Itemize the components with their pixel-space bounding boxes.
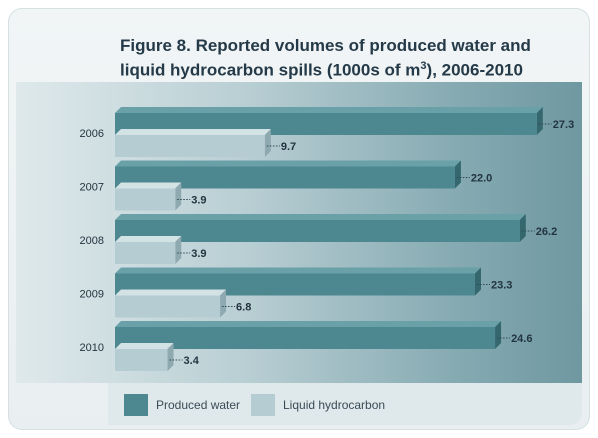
title-line-2-prefix: liquid hydrocarbon spills (1000s of m	[120, 60, 421, 80]
bar-liquid-hydrocarbon-2009	[115, 295, 221, 318]
bar-side-produced-water-2008	[519, 214, 526, 242]
bar-side-liquid-hydrocarbon-2006	[264, 129, 271, 157]
bar-side-liquid-hydrocarbon-2007	[175, 182, 182, 211]
bar-top-produced-water-2006	[115, 107, 543, 113]
title-line-2: liquid hydrocarbon spills (1000s of m3),…	[120, 56, 570, 81]
bar-liquid-hydrocarbon-2007	[115, 188, 176, 211]
bar-top-produced-water-2010	[115, 321, 502, 327]
bar-top-liquid-hydrocarbon-2009	[115, 289, 227, 296]
bar-produced-water-2008	[115, 220, 520, 242]
data-label-produced-water-2006: 27.3	[553, 119, 574, 131]
legend-swatch-produced-water	[124, 394, 148, 416]
data-label-liquid-hydrocarbon-2007: 3.9	[191, 195, 206, 207]
bar-liquid-hydrocarbon-2006	[115, 135, 265, 157]
title-line-2-suffix: ), 2006-2010	[426, 60, 523, 80]
data-label-liquid-hydrocarbon-2010: 3.4	[184, 355, 200, 367]
bar-produced-water-2007	[115, 166, 455, 189]
bar-side-liquid-hydrocarbon-2009	[220, 289, 227, 318]
title-line-1: Figure 8. Reported volumes of produced w…	[120, 36, 531, 55]
bar-top-produced-water-2007	[115, 160, 461, 167]
data-label-produced-water-2008: 26.2	[536, 226, 557, 238]
legend-panel	[108, 383, 582, 425]
bar-side-produced-water-2006	[536, 107, 543, 135]
legend-label-produced-water: Produced water	[156, 398, 241, 412]
chart-title: Figure 8. Reported volumes of produced w…	[120, 36, 570, 81]
data-label-produced-water-2010: 24.6	[511, 333, 532, 345]
bar-side-produced-water-2009	[474, 267, 481, 296]
bar-side-liquid-hydrocarbon-2008	[175, 236, 182, 264]
bar-liquid-hydrocarbon-2008	[115, 242, 176, 264]
bar-liquid-hydrocarbon-2010	[115, 349, 168, 371]
legend-label-liquid-hydrocarbon: Liquid hydrocarbon	[283, 398, 386, 412]
bar-top-produced-water-2009	[115, 267, 481, 274]
data-label-liquid-hydrocarbon-2009: 6.8	[236, 302, 251, 314]
bar-top-liquid-hydrocarbon-2006	[115, 129, 271, 135]
bar-side-produced-water-2010	[495, 321, 502, 349]
bar-top-liquid-hydrocarbon-2010	[115, 343, 174, 349]
category-label-2006: 2006	[80, 128, 104, 140]
data-label-produced-water-2007: 22.0	[471, 173, 492, 185]
category-label-2008: 2008	[80, 235, 104, 247]
bar-top-liquid-hydrocarbon-2008	[115, 236, 182, 242]
category-label-2010: 2010	[80, 342, 104, 354]
data-label-liquid-hydrocarbon-2006: 9.7	[281, 141, 296, 153]
bar-produced-water-2010	[115, 327, 496, 349]
bar-top-produced-water-2008	[115, 214, 526, 220]
category-label-2009: 2009	[80, 289, 104, 301]
legend-swatch-liquid-hydrocarbon	[251, 394, 275, 416]
category-label-2007: 2007	[80, 182, 104, 194]
data-label-produced-water-2009: 23.3	[491, 280, 512, 292]
bar-side-liquid-hydrocarbon-2010	[167, 343, 174, 371]
title-superscript: 3	[420, 60, 427, 72]
bar-side-produced-water-2007	[454, 160, 461, 189]
bar-top-liquid-hydrocarbon-2007	[115, 182, 182, 189]
data-label-liquid-hydrocarbon-2008: 3.9	[191, 248, 206, 260]
